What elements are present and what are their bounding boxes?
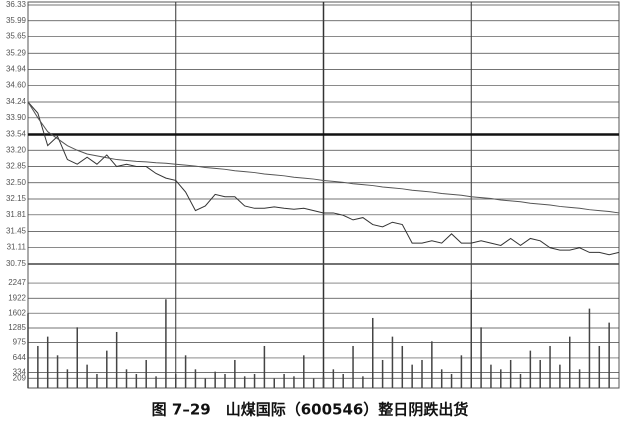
chart-title: 图 7–29 山煤国际（600546）整日阴跌出货 — [152, 401, 469, 419]
y2-tick-label: 1602 — [8, 308, 26, 317]
y-tick-label: 34.60 — [6, 80, 27, 89]
y-tick-label: 36.33 — [6, 0, 27, 9]
y-tick-label: 32.85 — [6, 162, 27, 171]
volume-bar — [253, 373, 256, 388]
volume-bar — [234, 359, 236, 388]
volume-bar — [204, 378, 207, 388]
volume-bar — [401, 345, 404, 388]
volume-bar — [312, 378, 315, 388]
y-tick-label: 33.90 — [6, 113, 27, 122]
volume-bar — [342, 373, 344, 388]
y2-tick-label: 334 — [13, 368, 27, 377]
y2-tick-label: 975 — [13, 338, 27, 347]
volume-bar — [56, 355, 59, 388]
volume-bar — [165, 299, 167, 388]
volume-bar — [106, 350, 108, 388]
y-tick-label: 32.50 — [6, 178, 27, 187]
volume-bar — [86, 364, 88, 388]
volume-bar — [115, 331, 118, 388]
volume-bar — [303, 355, 305, 388]
volume-bar — [214, 371, 216, 388]
volume-bar — [125, 369, 128, 388]
volume-bar — [322, 376, 325, 388]
volume-bar — [519, 373, 522, 388]
y-tick-label: 30.75 — [6, 259, 27, 268]
volume-bar — [27, 313, 29, 388]
volume-bar — [66, 369, 69, 388]
volume-bar — [578, 369, 581, 388]
volume-bar — [283, 373, 285, 388]
volume-bar — [332, 369, 335, 388]
y-tick-label: 31.45 — [6, 227, 27, 236]
volume-bar — [352, 345, 354, 388]
volume-bar — [569, 336, 571, 388]
y-tick-label: 35.65 — [6, 32, 27, 41]
volume-bar — [431, 341, 433, 388]
y-tick-label: 31.11 — [7, 242, 27, 251]
volume-bar — [372, 317, 374, 388]
volume-bar — [155, 376, 157, 388]
volume-bar — [559, 364, 561, 388]
y-tick-label: 34.24 — [6, 97, 27, 106]
volume-bar — [588, 308, 591, 388]
volume-bar — [549, 345, 551, 388]
y-tick-label: 33.54 — [6, 130, 27, 139]
volume-bar — [76, 327, 78, 388]
price-line — [27, 101, 620, 256]
volume-bar — [421, 359, 423, 388]
volume-bar — [46, 336, 49, 388]
volume-bar — [500, 369, 502, 388]
volume-bar — [184, 355, 187, 388]
volume-bar — [490, 364, 492, 388]
volume-bar — [96, 373, 98, 388]
volume-bar — [135, 373, 138, 388]
volume-bar — [145, 359, 147, 388]
y2-tick-label: 644 — [13, 353, 27, 362]
y2-tick-label: 1285 — [8, 323, 26, 332]
volume-bar — [608, 322, 610, 388]
y-tick-label: 34.94 — [6, 65, 27, 74]
volume-bar — [381, 359, 384, 388]
volume-bar — [391, 336, 394, 388]
volume-bar — [37, 345, 39, 388]
y2-tick-label: 1922 — [8, 293, 26, 302]
volume-bar — [362, 376, 364, 388]
price-line — [27, 101, 620, 214]
y-tick-label: 31.81 — [6, 210, 27, 219]
y-tick-label: 35.29 — [6, 48, 27, 57]
volume-bar — [460, 355, 463, 388]
y2-tick-label: 2247 — [8, 278, 26, 287]
volume-bar — [224, 373, 226, 388]
volume-bar — [411, 364, 413, 388]
volume-bar — [263, 345, 266, 388]
volume-bar — [480, 327, 482, 388]
y2-tick-label: 209 — [13, 373, 27, 382]
volume-bar — [273, 378, 275, 388]
volume-bar — [243, 376, 246, 388]
volume-bar — [175, 373, 177, 388]
volume-bar — [509, 359, 512, 388]
y-tick-label: 33.20 — [6, 145, 27, 154]
volume-bar — [194, 369, 197, 388]
volume-bar — [539, 359, 541, 388]
volume-bar — [440, 369, 443, 388]
volume-bar — [529, 350, 532, 388]
volume-bar — [293, 376, 295, 388]
y-tick-label: 32.15 — [6, 194, 27, 203]
volume-bar — [470, 289, 472, 388]
volume-bar — [450, 373, 453, 388]
y-tick-label: 35.99 — [6, 16, 27, 25]
volume-bar — [598, 345, 601, 388]
